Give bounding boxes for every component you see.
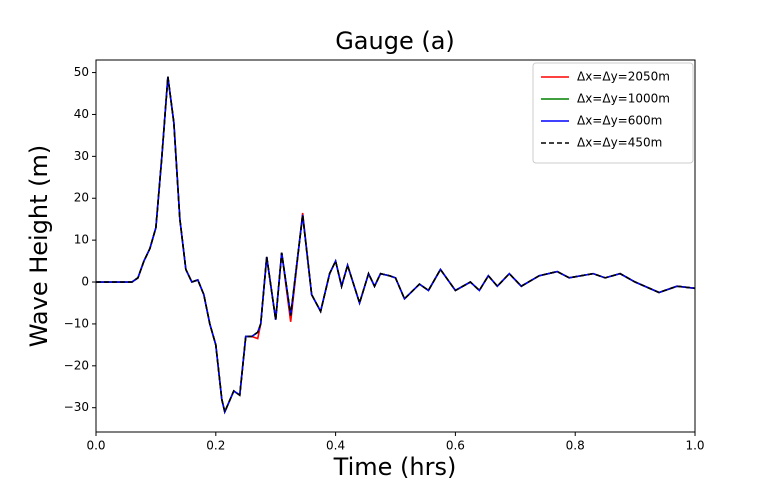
x-tick-label: 0.8: [566, 439, 585, 453]
line-series: [96, 76, 695, 415]
y-axis-label: Wave Height (m): [25, 145, 53, 348]
plot-frame: [95, 59, 696, 433]
y-tick-label: 50: [74, 65, 89, 79]
x-tick-label: 0.6: [446, 439, 465, 453]
x-tick-label: 0.4: [326, 439, 345, 453]
x-tick-label: 1.0: [685, 439, 704, 453]
legend-box: [532, 62, 694, 164]
x-tick-label: 0.0: [86, 439, 105, 453]
y-tick-label: −10: [64, 316, 89, 330]
y-tick-label: 40: [74, 107, 89, 121]
chart-title: Gauge (a): [335, 27, 455, 55]
y-tick-label: −20: [64, 358, 89, 372]
legend-label: Δx=Δy=600m: [577, 114, 662, 128]
y-tick-label: 10: [74, 233, 89, 247]
legend-label: Δx=Δy=450m: [577, 136, 662, 150]
x-tick-label: 0.2: [206, 439, 225, 453]
y-tick-label: 30: [74, 149, 89, 163]
y-tick-label: 20: [74, 191, 89, 205]
y-tick-label: 0: [81, 275, 89, 289]
legend-label: Δx=Δy=2050m: [577, 70, 670, 84]
x-axis-label: Time (hrs): [333, 453, 457, 481]
legend-label: Δx=Δy=1000m: [577, 92, 670, 106]
y-tick-label: −30: [64, 400, 89, 414]
